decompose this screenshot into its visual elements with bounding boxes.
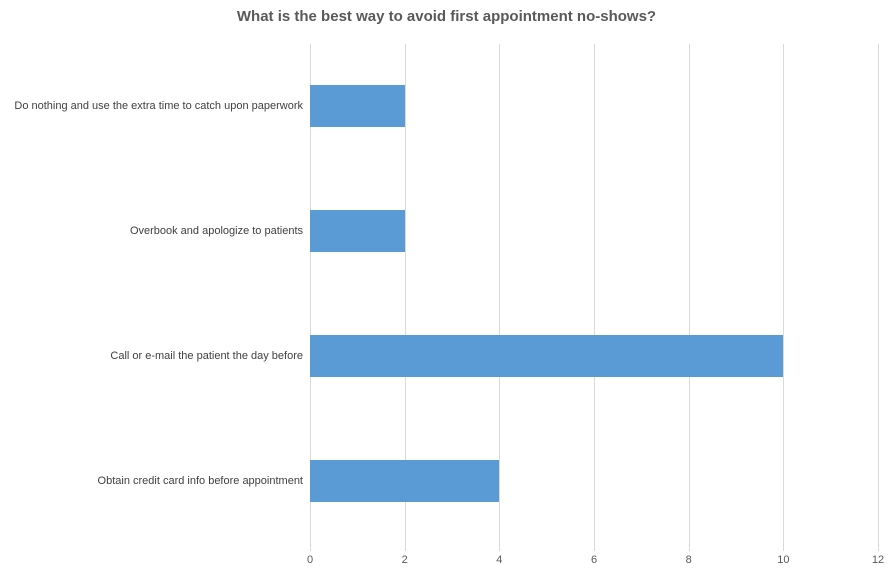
- x-tick-label: 10: [777, 554, 790, 566]
- bar-row: [310, 44, 878, 169]
- x-tick-label: 6: [590, 554, 598, 566]
- bar-row: [310, 419, 878, 544]
- gridline-x-8: [689, 44, 690, 551]
- x-tick-label: 2: [401, 554, 408, 566]
- category-label: Do nothing and use the extra time to cat…: [14, 99, 303, 112]
- chart-title: What is the best way to avoid first appo…: [236, 8, 657, 25]
- bar-2[interactable]: [310, 335, 783, 377]
- category-label: Call or e-mail the patient the day befor…: [110, 349, 303, 362]
- x-tick-label: 0: [306, 554, 314, 566]
- gridline-x-12: [878, 44, 879, 551]
- gridline-x-10: [783, 44, 784, 551]
- x-tick-label: 12: [871, 554, 885, 566]
- gridline-x-4: [499, 44, 500, 551]
- x-tick-label: 4: [496, 554, 503, 566]
- bar-3[interactable]: [310, 460, 499, 502]
- category-label: Obtain credit card info before appointme…: [97, 474, 303, 487]
- gridline-x-6: [594, 44, 595, 551]
- gridline-x-0: [310, 44, 311, 551]
- bar-1[interactable]: [310, 210, 405, 252]
- bar-0[interactable]: [310, 85, 405, 127]
- bar-row: [310, 294, 878, 419]
- x-tick-label: 8: [685, 554, 692, 566]
- gridline-x-2: [405, 44, 406, 551]
- bar-row: [310, 169, 878, 294]
- category-label: Overbook and apologize to patients: [129, 224, 303, 237]
- plot-area: [310, 44, 879, 551]
